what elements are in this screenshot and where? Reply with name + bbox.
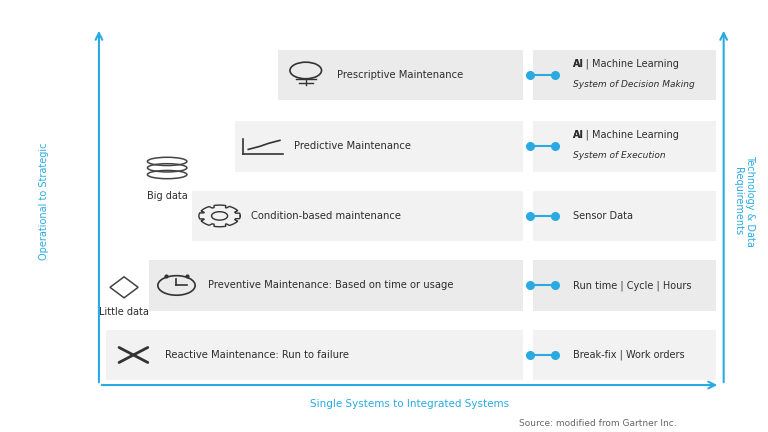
FancyBboxPatch shape	[533, 330, 717, 380]
FancyBboxPatch shape	[533, 260, 717, 311]
Text: Sensor Data: Sensor Data	[573, 211, 633, 221]
FancyBboxPatch shape	[279, 50, 522, 100]
Text: System of Execution: System of Execution	[573, 151, 666, 160]
Text: Prescriptive Maintenance: Prescriptive Maintenance	[337, 70, 464, 80]
FancyBboxPatch shape	[533, 50, 717, 100]
Text: Condition-based maintenance: Condition-based maintenance	[251, 211, 401, 221]
Text: AI | Machine Learning: AI | Machine Learning	[573, 58, 679, 69]
FancyBboxPatch shape	[235, 121, 522, 172]
Text: Reactive Maintenance: Run to failure: Reactive Maintenance: Run to failure	[165, 350, 349, 360]
Text: Operational to Strategic: Operational to Strategic	[38, 142, 48, 260]
Text: AI: AI	[573, 59, 584, 69]
Text: System of Decision Making: System of Decision Making	[573, 80, 694, 89]
FancyBboxPatch shape	[149, 260, 522, 311]
FancyBboxPatch shape	[106, 330, 522, 380]
Text: Technology & Data
Requirements: Technology & Data Requirements	[733, 155, 755, 247]
Text: Break-fix | Work orders: Break-fix | Work orders	[573, 350, 684, 360]
Text: Predictive Maintenance: Predictive Maintenance	[294, 141, 411, 151]
Text: Big data: Big data	[147, 191, 187, 201]
Text: Preventive Maintenance: Based on time or usage: Preventive Maintenance: Based on time or…	[208, 280, 454, 290]
Text: AI | Machine Learning: AI | Machine Learning	[573, 130, 679, 140]
Text: AI: AI	[573, 130, 584, 140]
FancyBboxPatch shape	[192, 191, 522, 241]
FancyBboxPatch shape	[533, 121, 717, 172]
Text: Single Systems to Integrated Systems: Single Systems to Integrated Systems	[310, 399, 508, 409]
Text: Little data: Little data	[99, 307, 149, 317]
Text: Run time | Cycle | Hours: Run time | Cycle | Hours	[573, 280, 691, 291]
FancyBboxPatch shape	[533, 191, 717, 241]
Text: Source: modified from Gartner Inc.: Source: modified from Gartner Inc.	[519, 419, 677, 428]
